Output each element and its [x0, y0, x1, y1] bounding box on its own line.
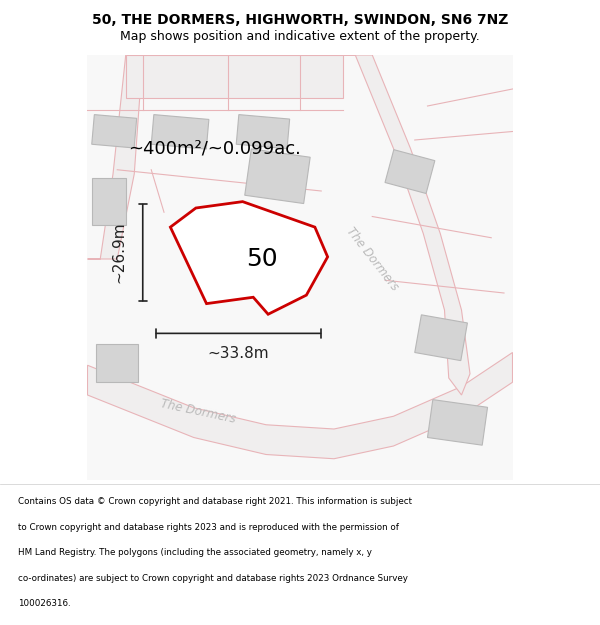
Polygon shape: [88, 352, 512, 459]
Text: 50, THE DORMERS, HIGHWORTH, SWINDON, SN6 7NZ: 50, THE DORMERS, HIGHWORTH, SWINDON, SN6…: [92, 13, 508, 27]
Polygon shape: [126, 55, 343, 98]
Text: The Dormers: The Dormers: [344, 225, 401, 293]
Polygon shape: [88, 55, 143, 259]
Polygon shape: [170, 202, 328, 314]
Bar: [385, 149, 435, 194]
Text: Contains OS data © Crown copyright and database right 2021. This information is : Contains OS data © Crown copyright and d…: [18, 498, 412, 506]
Bar: [427, 399, 488, 445]
Text: Map shows position and indicative extent of the property.: Map shows position and indicative extent…: [120, 30, 480, 42]
Bar: [415, 315, 467, 361]
Bar: [151, 114, 209, 149]
Text: ~33.8m: ~33.8m: [208, 346, 269, 361]
Text: 100026316.: 100026316.: [18, 599, 71, 608]
Bar: [92, 114, 137, 148]
Text: co-ordinates) are subject to Crown copyright and database rights 2023 Ordnance S: co-ordinates) are subject to Crown copyr…: [18, 574, 408, 582]
Text: ~26.9m: ~26.9m: [112, 222, 127, 284]
Polygon shape: [343, 55, 470, 395]
Text: HM Land Registry. The polygons (including the associated geometry, namely x, y: HM Land Registry. The polygons (includin…: [18, 548, 372, 557]
Text: 50: 50: [246, 247, 278, 271]
Bar: [236, 114, 290, 149]
Text: The Dormers: The Dormers: [159, 398, 237, 426]
Text: to Crown copyright and database rights 2023 and is reproduced with the permissio: to Crown copyright and database rights 2…: [18, 522, 399, 532]
Bar: [96, 344, 139, 382]
Bar: [245, 149, 310, 204]
Bar: [92, 178, 126, 225]
Text: ~400m²/~0.099ac.: ~400m²/~0.099ac.: [128, 139, 301, 158]
